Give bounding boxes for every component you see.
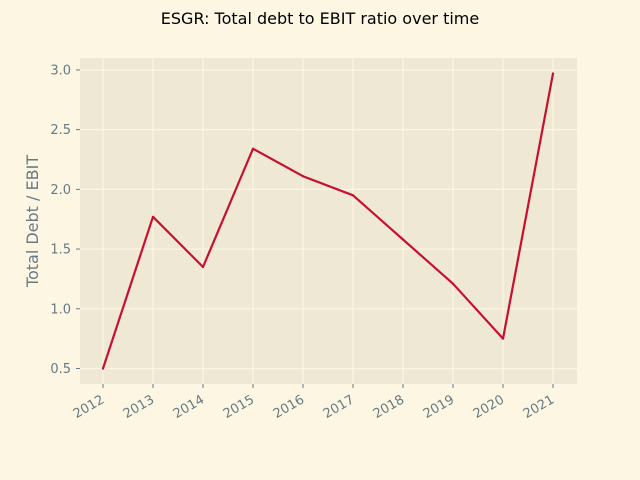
y-tick-label: 1.0 — [50, 302, 71, 317]
grid — [80, 58, 577, 384]
chart-title: ESGR: Total debt to EBIT ratio over time — [161, 9, 479, 28]
y-axis-label: Total Debt / EBIT — [23, 155, 42, 288]
data-point — [551, 72, 555, 75]
y-tick-label: 2.0 — [50, 183, 71, 198]
data-point — [351, 194, 355, 197]
data-point — [151, 215, 155, 218]
data-point — [301, 175, 305, 178]
y-tick-label: 1.5 — [50, 243, 71, 258]
data-point — [451, 282, 455, 285]
data-point — [501, 337, 505, 340]
data-point — [101, 367, 105, 370]
data-point — [401, 238, 405, 241]
series — [101, 72, 555, 370]
y-tick-label: 2.5 — [50, 123, 71, 138]
series-line — [101, 72, 555, 370]
data-point — [251, 147, 255, 150]
y-tick-label: 3.0 — [50, 63, 71, 78]
data-point — [201, 265, 205, 269]
y-tick-label: 0.5 — [50, 362, 71, 377]
